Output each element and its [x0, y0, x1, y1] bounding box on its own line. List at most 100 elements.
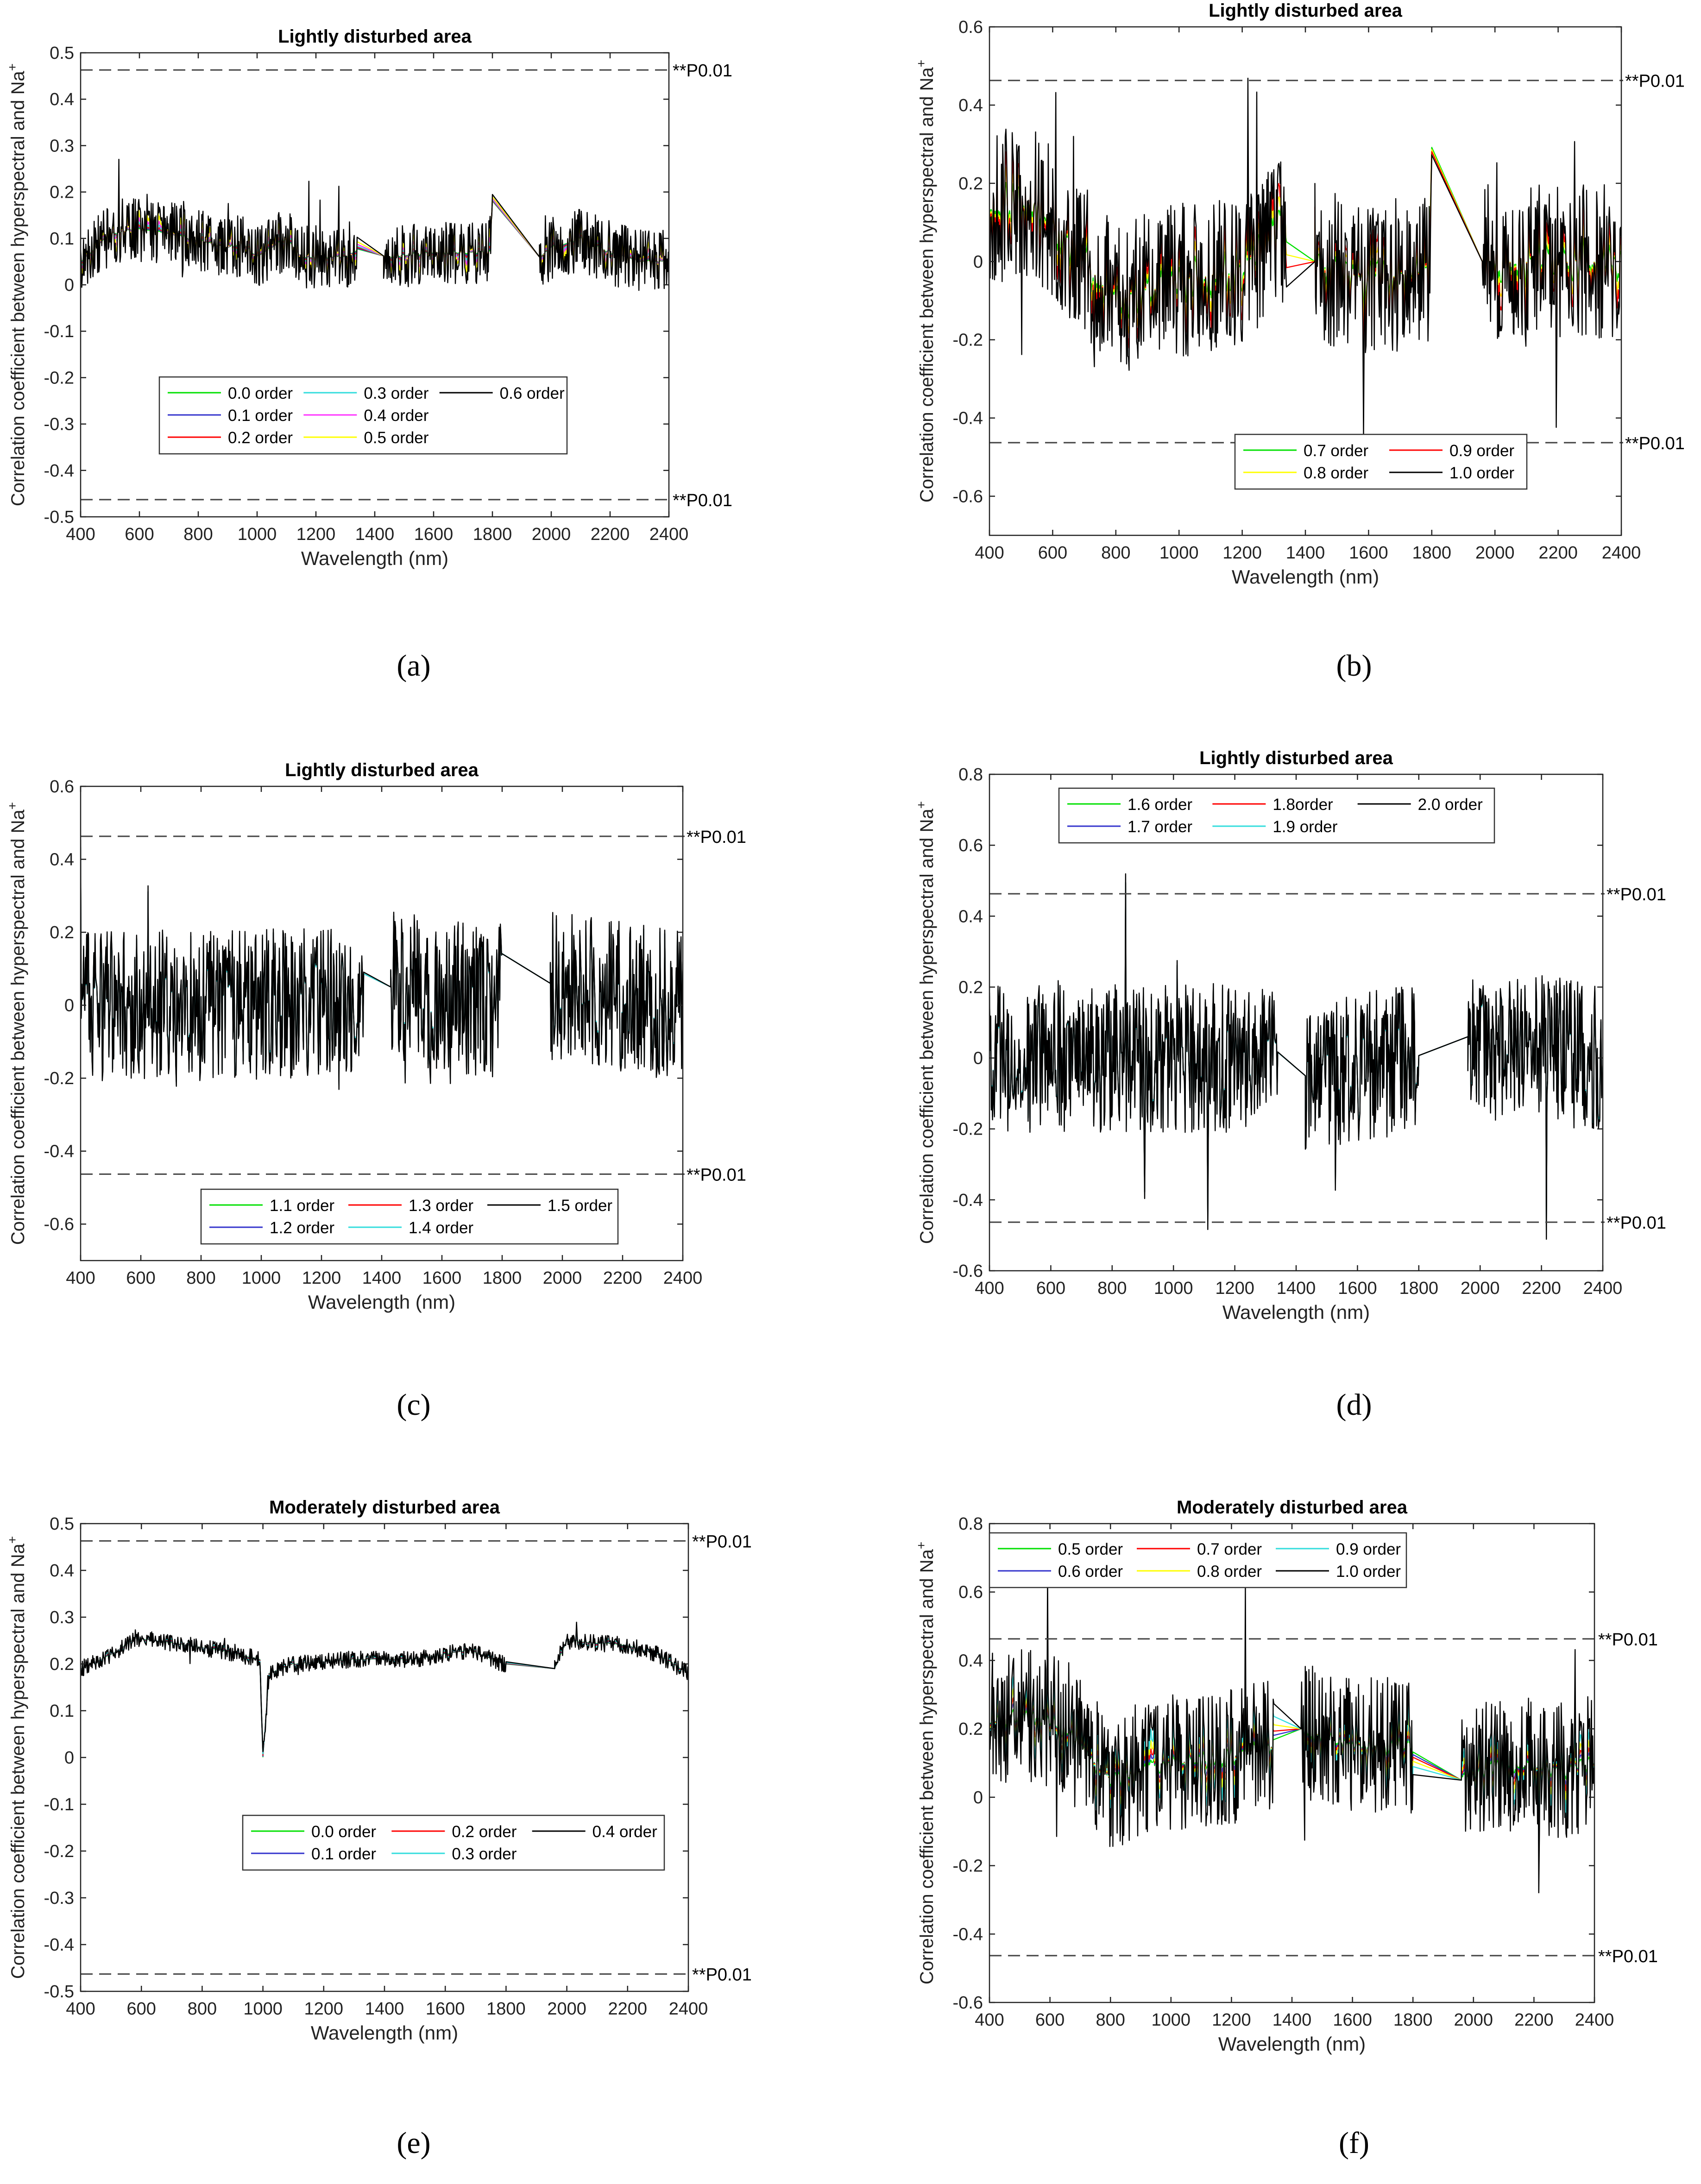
x-tick-label: 1000 [238, 525, 277, 544]
y-axis-label: Correlation coefficient between hyperspe… [5, 63, 28, 506]
legend: 1.6 order 1.7 order 1.8order 1.9 order 2.0 o… [1058, 787, 1495, 844]
y-tick-label: 0.4 [50, 1561, 74, 1581]
panel-label-f: (f) [1339, 2126, 1369, 2160]
x-tick-label: 1600 [422, 1268, 462, 1288]
legend-box [242, 1814, 665, 1871]
y-tick-label: -0.5 [44, 1982, 74, 2002]
x-tick-label: 1600 [1349, 543, 1388, 563]
x-tick-label: 1000 [1154, 1279, 1193, 1298]
x-tick-label: 1600 [1338, 1279, 1377, 1298]
legend-label: 1.3 order [409, 1197, 473, 1215]
x-tick-label: 1000 [243, 1999, 283, 2019]
y-tick-label: 0.2 [50, 923, 74, 942]
x-tick-label: 1600 [1333, 2010, 1372, 2030]
y-tick-label: 0.5 [50, 44, 74, 63]
legend-label: 0.1 order [228, 407, 293, 425]
chart-panel-d: Lightly disturbed area **P0.01 **P0.01 400 6… [914, 748, 1666, 1323]
x-tick-label: 2200 [591, 525, 630, 544]
series-line-1-0-order [989, 77, 1621, 436]
y-tick-label: 0.2 [958, 978, 983, 997]
panel-label-a: (a) [397, 649, 431, 683]
x-tick-label: 2200 [603, 1268, 643, 1288]
legend-label: 1.4 order [409, 1219, 473, 1237]
chart-title: Lightly disturbed area [285, 760, 479, 780]
y-tick-label: -0.2 [953, 331, 983, 350]
legend-label: 1.0 order [1449, 464, 1514, 482]
legend-label: 0.5 order [1058, 1540, 1123, 1558]
series-group [81, 158, 669, 291]
y-axis-label: Correlation coefficient between hyperspe… [5, 1536, 28, 1979]
y-tick-label: 0.6 [958, 18, 983, 37]
y-tick-label: 0.3 [50, 1608, 74, 1627]
significance-label: **P0.01 [673, 61, 732, 81]
chart-title: Moderately disturbed area [1177, 1497, 1408, 1518]
panel-label-b: (b) [1336, 649, 1372, 683]
x-tick-label: 2000 [543, 1268, 582, 1288]
x-tick-label: 1400 [355, 525, 395, 544]
y-tick-label: 0.6 [50, 777, 74, 797]
y-tick-label: -0.5 [44, 508, 74, 527]
x-tick-label: 1200 [304, 1999, 344, 2019]
y-tick-label: 0 [973, 252, 983, 272]
significance-label: **P0.01 [1625, 434, 1685, 453]
x-tick-label: 2000 [1454, 2010, 1493, 2030]
legend: 0.7 order 0.8 order 0.9 order 1.0 order [1234, 433, 1528, 490]
legend-box [200, 1188, 619, 1245]
y-tick-label: -0.6 [953, 487, 983, 507]
y-tick-label: 0.4 [958, 1651, 983, 1670]
legend: 1.1 order 1.2 order 1.3 order 1.4 order 1.5 … [200, 1188, 619, 1245]
legend-label: 0.7 order [1304, 442, 1368, 460]
x-tick-label: 600 [126, 1999, 156, 2019]
legend-label: 1.5 order [548, 1197, 612, 1215]
x-tick-label: 1200 [1222, 543, 1262, 563]
chart-title: Lightly disturbed area [278, 26, 472, 47]
y-tick-label: 0 [973, 1049, 983, 1068]
series-group [989, 77, 1621, 436]
legend-box [1234, 433, 1528, 490]
x-axis-label: Wavelength (nm) [308, 1291, 455, 1313]
significance-label: **P0.01 [1598, 1630, 1658, 1650]
legend-label: 0.2 order [452, 1823, 517, 1841]
x-tick-label: 1400 [1273, 2010, 1312, 2030]
legend-label: 0.4 order [592, 1823, 657, 1841]
y-axis-label: Correlation coefficient between hyperspe… [5, 802, 28, 1245]
x-tick-label: 400 [975, 543, 1004, 563]
chart-panel-f: Moderately disturbed area **P0.01 **P0.01 4… [914, 1497, 1658, 2055]
y-tick-label: -0.2 [953, 1857, 983, 1876]
y-tick-label: 0 [64, 1748, 74, 1768]
x-tick-label: 800 [188, 1999, 217, 2019]
x-tick-label: 1800 [1412, 543, 1452, 563]
y-tick-label: 0.2 [958, 1720, 983, 1739]
x-tick-label: 1000 [1152, 2010, 1191, 2030]
legend-box [1058, 787, 1495, 844]
x-tick-label: 2400 [669, 1999, 708, 2019]
y-axis-label-sup: + [5, 802, 19, 810]
y-tick-label: 0.5 [50, 1514, 74, 1534]
y-axis-label-sup: + [914, 801, 928, 809]
legend-label: 0.7 order [1197, 1540, 1262, 1558]
chart-title: Lightly disturbed area [1199, 748, 1393, 768]
x-tick-label: 1000 [242, 1268, 281, 1288]
x-tick-label: 1400 [365, 1999, 404, 2019]
y-tick-label: -0.2 [44, 368, 74, 388]
x-tick-label: 600 [1036, 1279, 1065, 1298]
legend-label: 0.4 order [364, 407, 428, 425]
y-tick-label: 0 [64, 276, 74, 295]
legend-label: 1.1 order [270, 1197, 334, 1215]
panel-label-e: (e) [397, 2126, 431, 2160]
series-line-0-4-order [81, 1621, 688, 1752]
legend-label: 0.8 order [1197, 1563, 1262, 1581]
x-tick-label: 1400 [1277, 1279, 1316, 1298]
y-tick-label: 0.6 [958, 836, 983, 855]
x-tick-label: 1400 [362, 1268, 402, 1288]
y-tick-label: 0 [64, 996, 74, 1016]
x-tick-label: 2200 [1538, 543, 1578, 563]
x-tick-label: 800 [183, 525, 213, 544]
y-tick-label: 0.1 [50, 229, 74, 249]
x-tick-label: 2200 [608, 1999, 648, 2019]
significance-label: **P0.01 [1625, 72, 1685, 91]
y-axis-label-main: Correlation coefficient between hyperspe… [917, 67, 937, 503]
x-tick-label: 2200 [1514, 2010, 1554, 2030]
y-tick-label: 0.4 [958, 907, 983, 926]
